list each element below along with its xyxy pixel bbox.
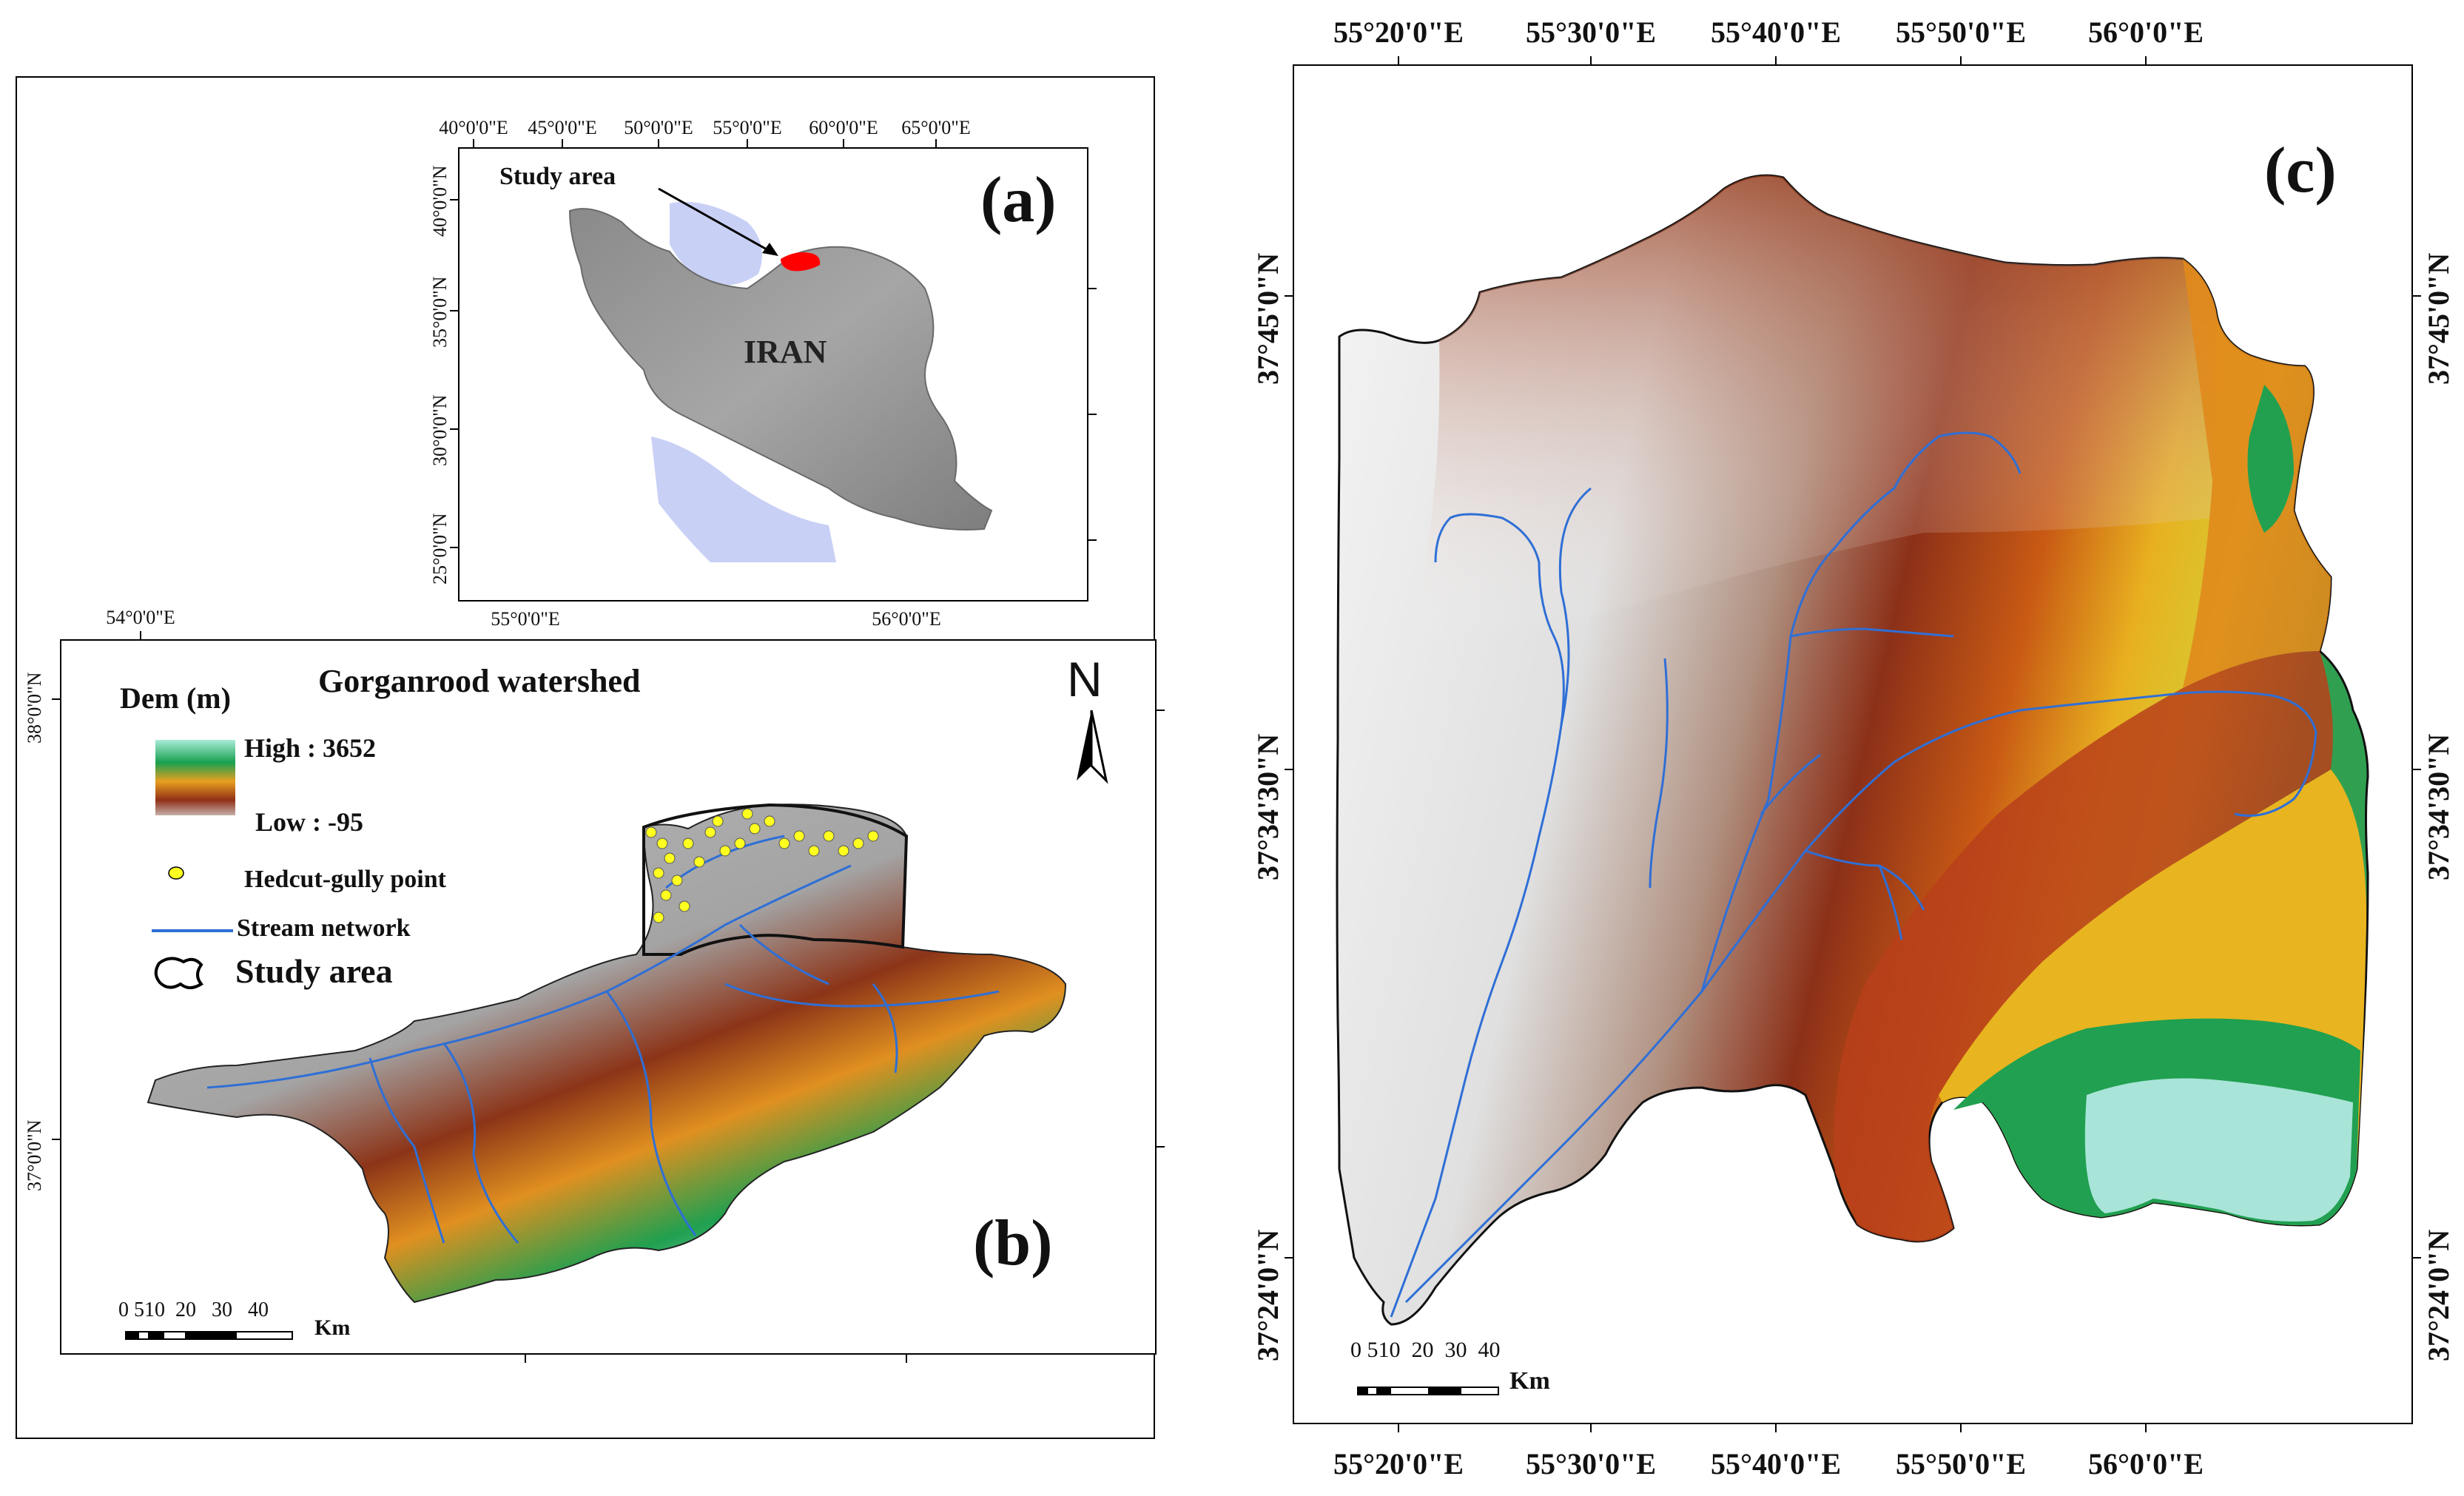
panel-c-lon-tick-top: 55°40'0"E <box>1711 16 1841 49</box>
study-area-outline-b <box>642 803 909 956</box>
panel-a-lon-tick: 55°0'0"E <box>713 117 782 138</box>
panel-c-letter: (c) <box>2264 135 2337 206</box>
scale-bar-c <box>1357 1387 1499 1395</box>
study-area-legend-label: Study area <box>235 952 393 990</box>
dem-cyan-zone <box>2084 1078 2353 1222</box>
panel-c-lat-tick-right: 37°24'0"N <box>2422 1229 2455 1361</box>
panel-c-lon-tick-top: 55°20'0"E <box>1333 16 1464 49</box>
dem-legend-high: High : 3652 <box>244 733 377 763</box>
panel-a-lat-tick: 30°0'0"N <box>429 394 451 466</box>
panel-b-lon-tick: 54°0'0"E <box>106 607 175 628</box>
panel-a-letter: (a) <box>980 164 1057 236</box>
panel-a-lat-tick: 40°0'0"N <box>429 165 451 237</box>
panel-a-lon-tick: 45°0'0"E <box>528 117 597 138</box>
panel-a-lon-tick: 40°0'0"E <box>439 117 508 138</box>
panel-b-ticks <box>52 631 1165 1363</box>
scale-unit-c: Km <box>1509 1367 1550 1395</box>
study-area-arrow <box>658 187 774 255</box>
dem-north-relief <box>1406 175 2216 652</box>
study-area-arrowhead <box>762 243 778 256</box>
dem-escarpment <box>1834 651 2333 1241</box>
dem-legend-ramp <box>155 740 235 815</box>
stream-network-b <box>206 835 1000 1244</box>
panel-c-lon-tick-bottom: 55°40'0"E <box>1711 1447 1841 1480</box>
scale-bar-b <box>125 1331 293 1340</box>
panel-c-lon-tick-bottom: 55°30'0"E <box>1526 1447 1656 1480</box>
stream-legend-label: Stream network <box>237 914 411 942</box>
country-label: IRAN <box>744 334 827 370</box>
study-area-legend-symbol <box>154 957 204 989</box>
dem-legend-title: Dem (m) <box>120 681 231 715</box>
scale-ticks-b: 0 510 20 30 40 <box>118 1298 269 1321</box>
panel-b-letter: (b) <box>973 1207 1053 1279</box>
dem-northeast-green <box>2247 385 2294 533</box>
panel-c-lon-tick-bottom: 55°50'0"E <box>1896 1447 2026 1480</box>
panel-b-lon-tick: 56°0'0"E <box>872 608 941 630</box>
panel-c-lon-tick-top: 55°30'0"E <box>1526 16 1656 49</box>
hedcut-gully-points <box>645 808 879 923</box>
panel-a-ticks <box>450 139 1097 548</box>
persian-gulf <box>651 437 836 562</box>
panel-a-frame <box>458 147 1088 602</box>
panel-b-lon-tick: 55°0'0"E <box>491 608 560 630</box>
panel-b-title: Gorganrood watershed <box>318 663 641 699</box>
study-area-red <box>781 252 821 272</box>
panel-c-lat-tick-left: 37°45'0"N <box>1251 252 1285 385</box>
panel-b-lat-tick: 37°0'0"N <box>24 1119 45 1191</box>
scale-ticks-c: 0 510 20 30 40 <box>1350 1338 1501 1362</box>
panel-a-lat-tick: 35°0'0"N <box>429 276 451 348</box>
panel-c-lon-tick-top: 55°50'0"E <box>1896 16 2026 49</box>
gully-legend-label: Hedcut-gully point <box>244 866 446 893</box>
panel-a-lon-tick: 50°0'0"E <box>624 117 693 138</box>
panel-c-lat-tick-right: 37°45'0"N <box>2422 252 2455 385</box>
iran-landmass <box>568 208 993 530</box>
north-label: N <box>1067 652 1103 707</box>
study-area-callout: Study area <box>499 163 616 190</box>
gully-legend-symbol <box>168 866 184 880</box>
north-arrow-left <box>1077 710 1091 781</box>
panel-c-lat-tick-left: 37°24'0"N <box>1251 1229 1285 1361</box>
dem-legend-low: Low : -95 <box>255 807 363 837</box>
panel-c-lon-tick-bottom: 55°20'0"E <box>1333 1447 1464 1480</box>
panel-a-lon-tick: 65°0'0"E <box>901 117 971 138</box>
panel-c-lat-tick-right: 37°34'30"N <box>2422 733 2455 880</box>
panel-c-frame <box>1293 64 2413 1424</box>
gorganrood-watershed <box>147 803 1067 1304</box>
north-arrow-right <box>1090 710 1108 784</box>
panel-a-lat-tick: 25°0'0"N <box>429 513 451 584</box>
panel-c-lon-tick-bottom: 56°0'0"E <box>2088 1447 2204 1480</box>
caspian-sea <box>670 201 762 286</box>
stream-network-c <box>1390 431 2317 1318</box>
panel-c-lat-tick-left: 37°34'30"N <box>1251 733 1285 880</box>
panel-a-lon-tick: 60°0'0"E <box>809 117 878 138</box>
panel-b-lat-tick: 38°0'0"N <box>24 672 45 744</box>
panel-c-ticks <box>1285 56 2421 1432</box>
panel-c-lon-tick-top: 56°0'0"E <box>2088 16 2204 49</box>
scale-unit-b: Km <box>314 1315 351 1340</box>
